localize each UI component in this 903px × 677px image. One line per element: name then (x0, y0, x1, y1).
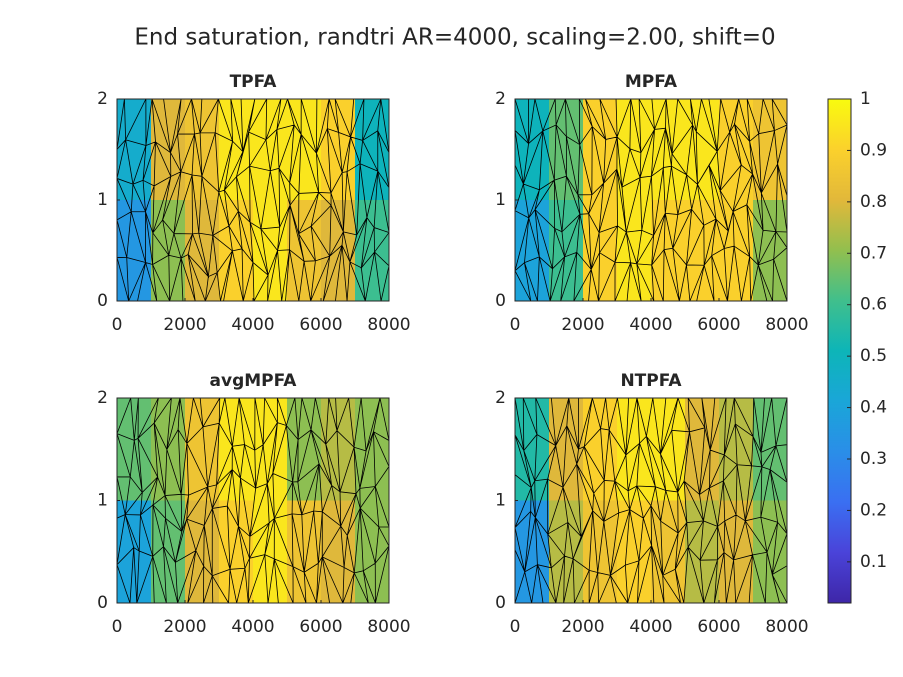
mesh-cell (117, 398, 152, 501)
mesh-wireframe (116, 98, 390, 302)
x-tick-label: 4000 (629, 617, 672, 637)
colorbar-tick-label: 0.6 (860, 295, 887, 315)
colorbar (827, 98, 852, 604)
mesh-cell (253, 398, 288, 501)
x-tick-label: 2000 (561, 315, 604, 335)
x-tick-label: 8000 (765, 617, 808, 637)
mesh-cell (651, 99, 686, 201)
x-tick-label: 0 (510, 617, 521, 637)
mesh-cell (355, 200, 390, 302)
mesh-cell (651, 398, 686, 501)
mesh-cell (617, 398, 652, 501)
colorbar-tick-label: 0.7 (860, 243, 887, 263)
mesh-cell (583, 398, 618, 501)
x-tick-label: 2000 (163, 315, 206, 335)
x-tick-label: 2000 (163, 617, 206, 637)
y-tick-label: 1 (97, 190, 108, 210)
y-tick-label: 0 (495, 291, 506, 311)
y-tick-label: 2 (495, 89, 506, 109)
mesh-cell (685, 99, 720, 201)
x-tick-label: 6000 (299, 315, 342, 335)
y-tick-label: 0 (495, 593, 506, 613)
mesh-cell (185, 500, 220, 604)
colorbar-tick-label: 0.2 (860, 500, 887, 520)
mesh-cell (583, 200, 618, 302)
y-tick-label: 1 (97, 491, 108, 511)
mesh-cell (617, 200, 652, 302)
mesh-wireframe (514, 98, 788, 302)
mesh-cell (617, 500, 652, 604)
x-tick-label: 4000 (231, 617, 274, 637)
colorbar-tick-label: 0.4 (860, 398, 887, 418)
x-tick-label: 8000 (367, 315, 410, 335)
x-tick-label: 0 (510, 315, 521, 335)
panel-title: avgMPFA (210, 371, 298, 391)
x-tick-label: 4000 (231, 315, 274, 335)
x-tick-label: 8000 (765, 315, 808, 335)
y-tick-label: 0 (97, 291, 108, 311)
mesh-cell (651, 200, 686, 302)
y-tick-label: 2 (495, 388, 506, 408)
colorbar-tick-label: 0.5 (860, 346, 887, 366)
figure-title: End saturation, randtri AR=4000, scaling… (134, 25, 775, 51)
y-tick-label: 1 (495, 190, 506, 210)
colorbar-tick-label: 0.9 (860, 140, 887, 160)
colorbar-tick-label: 0.1 (860, 552, 887, 572)
mesh-cell (549, 500, 584, 604)
mesh-cell (287, 200, 322, 302)
x-tick-label: 2000 (561, 617, 604, 637)
y-tick-label: 1 (495, 491, 506, 511)
y-tick-label: 2 (97, 388, 108, 408)
panel-title: TPFA (230, 72, 278, 92)
x-tick-label: 6000 (697, 315, 740, 335)
x-tick-label: 0 (112, 617, 123, 637)
mesh-cell (185, 99, 220, 201)
colorbar-tick-label: 0.3 (860, 449, 887, 469)
mesh-cell (515, 398, 550, 501)
mesh-wireframe (116, 397, 390, 604)
mesh-cell (185, 200, 220, 302)
x-tick-label: 4000 (629, 315, 672, 335)
y-tick-label: 2 (97, 89, 108, 109)
x-tick-label: 8000 (367, 617, 410, 637)
colorbar-tick-label: 1 (860, 89, 871, 109)
mesh-wireframe (514, 397, 788, 604)
y-tick-label: 0 (97, 593, 108, 613)
mesh-cell (321, 99, 356, 201)
mesh-cell (753, 398, 788, 501)
mesh-cell (515, 99, 550, 201)
x-tick-label: 6000 (697, 617, 740, 637)
mesh-cell (151, 500, 186, 604)
mesh-cell (219, 99, 254, 201)
panel-title: NTPFA (620, 371, 682, 391)
colorbar-tick-label: 0.8 (860, 192, 887, 212)
panel-title: MPFA (625, 72, 678, 92)
x-tick-label: 0 (112, 315, 123, 335)
x-tick-label: 6000 (299, 617, 342, 637)
mesh-cell (355, 99, 390, 201)
